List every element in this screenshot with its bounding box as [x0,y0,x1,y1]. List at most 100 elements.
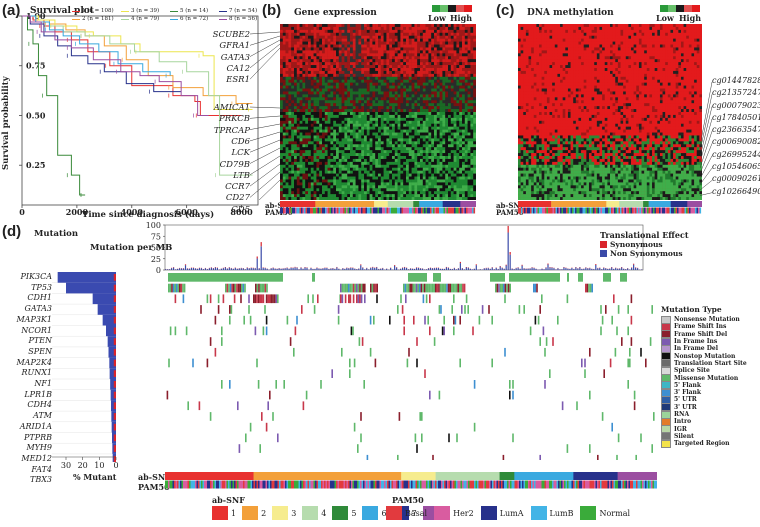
heatmap-cell [448,41,451,45]
heatmap-cell [316,68,320,72]
heatmap-cell [341,79,345,83]
heatmap-cell [470,120,474,124]
heatmap-cell [313,144,317,148]
heatmap-cell [400,41,404,45]
heatmap-cell [411,156,415,160]
pam50-cell [389,207,392,214]
heatmap-cell [459,73,463,77]
heatmap-cell [330,53,334,57]
heatmap-cell [456,147,460,151]
heatmap-cell [470,79,474,83]
heatmap-cell [462,59,465,63]
heatmap-cell [470,68,474,72]
heatmap-cell [366,197,370,201]
heatmap-cell [280,79,283,83]
heatmap-cell [397,164,401,168]
heatmap-cell [470,62,474,66]
heatmap-cell [324,35,328,39]
heatmap-cell [333,150,337,154]
heatmap-cell [617,26,621,31]
heatmap-cell [406,100,409,104]
heatmap-cell [355,38,359,42]
heatmap-cell [392,82,395,86]
heatmap-cell [313,62,317,66]
heatmap-cell [327,170,331,174]
legend-label: 2 (n = 181) [82,16,114,22]
heatmap-cell [310,114,314,119]
heatmap-cell [431,170,435,174]
heatmap-cell [638,35,642,39]
heatmap-cell [442,50,446,54]
heatmap-cell [420,153,423,157]
heatmap-cell [473,24,477,28]
heatmap-cell [352,97,356,101]
heatmap-cell [350,141,353,145]
heatmap-cell [308,170,311,174]
heatmap-cell [341,185,345,189]
heatmap-cell [350,97,353,101]
heatmap-cell [620,41,624,45]
heatmap-cell [638,41,642,45]
heatmap-cell [299,85,303,89]
heatmap-cell [467,70,471,75]
heatmap-cell [456,79,460,83]
heatmap-cell [422,26,426,31]
heatmap-cell [425,76,429,80]
heatmap-cell [546,44,550,48]
heatmap-cell [414,29,418,33]
heatmap-cell [305,65,309,69]
heatmap-cell [344,50,348,54]
heatmap-cell [552,32,555,36]
heatmap-cell [380,176,384,180]
heatmap-cell [683,41,687,45]
heatmap-cell [350,179,353,183]
heatmap-cell [448,147,451,151]
heatmap-cell [436,26,440,31]
heatmap-cell [322,112,325,116]
heatmap-cell [539,41,542,45]
heatmap-cell [397,114,401,119]
heatmap-cell [610,24,613,28]
heatmap-cell [439,85,443,89]
heatmap-cell [338,141,342,145]
heatmap-cell [392,68,395,72]
heatmap-cell [431,100,435,104]
heatmap-cell [372,26,376,31]
heatmap-cell [670,38,674,42]
heatmap-cell [652,41,655,45]
heatmap-cell [436,129,440,133]
heatmap-cell [406,24,409,28]
heatmap-cell [450,117,454,121]
heatmap-cell [316,50,320,54]
heatmap-cell [467,62,471,66]
heatmap-cell [431,59,435,63]
heatmap-cell [403,153,407,157]
heatmap-cell [470,194,474,198]
heatmap-cell [364,47,367,51]
heatmap-cell [280,114,283,119]
heatmap-cell [322,70,325,75]
heatmap-cell [305,24,309,28]
heatmap-cell [445,29,449,33]
heatmap-cell [294,112,297,116]
heatmap-cell [350,126,353,130]
heatmap-cell [389,65,393,69]
heatmap-cell [541,35,545,39]
heatmap-cell [308,135,311,139]
heatmap-cell [411,123,415,127]
heatmap-cell [288,100,292,104]
heatmap-cell [425,191,429,195]
heatmap-cell [450,114,454,119]
heatmap-cell [313,35,317,39]
heatmap-cell [417,158,421,163]
heatmap-cell [456,29,460,33]
heatmap-cell [397,179,401,183]
heatmap-cell [322,126,325,130]
heatmap-cell [336,191,339,195]
heatmap-cell [528,44,532,48]
heatmap-cell [599,38,603,42]
heatmap-cell [361,106,365,110]
heatmap-cell [358,109,362,113]
y-tick-label: 0.50 [26,110,46,120]
heatmap-cell [562,32,566,36]
